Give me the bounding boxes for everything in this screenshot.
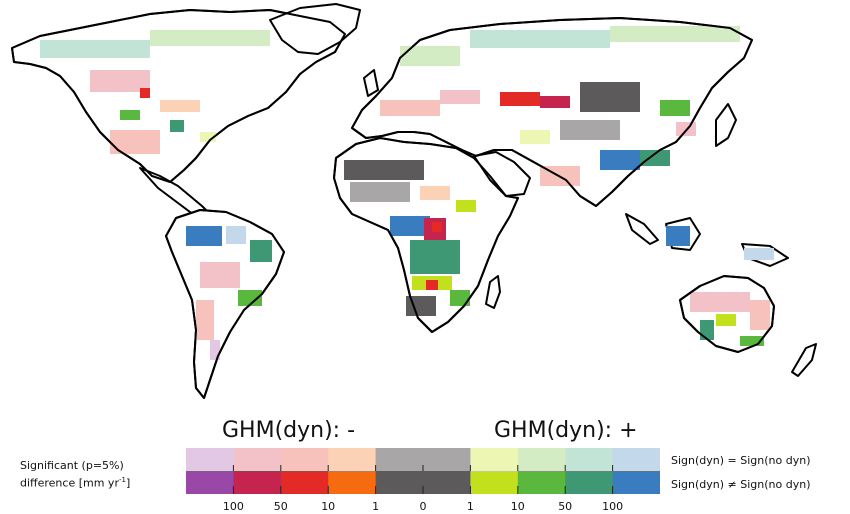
colorbar-tick-label: 1 [466, 500, 474, 513]
colorbar-tick-label: 100 [222, 500, 244, 513]
colorbar-cell-same-6 [470, 448, 519, 471]
colorbar-tick-label: 10 [510, 500, 525, 513]
colorbar-cell-diff-7 [517, 471, 566, 494]
colorbar-tick-labels: 100 50 10 1 0 1 10 50 100 [186, 500, 660, 514]
arabia-landmass [473, 151, 531, 197]
colorbar-cell-same-8 [565, 448, 614, 471]
legend-row-diff-sign: Sign(dyn) ≠ Sign(no dyn) [671, 478, 811, 491]
new-zealand-landmass [791, 343, 817, 377]
colorbar-legend [186, 448, 660, 494]
significance-label-line1: Significant (p=5%) [20, 459, 124, 472]
colorbar-cell-same-2 [280, 448, 329, 471]
world-map [11, 3, 817, 399]
colorbar-cell-diff-8 [565, 471, 614, 494]
colorbar-tick-label: 10 [321, 500, 336, 513]
madagascar-landmass [485, 275, 501, 309]
legend-title-positive: GHM(dyn): + [494, 418, 638, 443]
significance-label-prefix: difference [mm yr [20, 476, 119, 490]
significance-label: Significant (p=5%) difference [mm yr-1] [20, 459, 130, 491]
south-america-landmass [165, 209, 285, 399]
colorbar-tick-label: 100 [602, 500, 624, 513]
japan-landmass [715, 103, 737, 147]
colorbar-cell-diff-6 [470, 471, 519, 494]
colorbar-cell-diff-0 [186, 471, 234, 494]
colorbar-cell-same-1 [233, 448, 282, 471]
colorbar-cell-same-5 [423, 448, 471, 471]
colorbar-tick-label: 1 [372, 500, 380, 513]
colorbar-tick-label: 50 [273, 500, 288, 513]
colorbar-cell-same-9 [612, 448, 660, 471]
colorbar-cell-same-3 [328, 448, 377, 471]
uk-landmass [363, 69, 379, 97]
legend-title-negative: GHM(dyn): - [222, 418, 356, 443]
significance-pixels [40, 26, 774, 360]
colorbar-tick-label: 0 [419, 500, 427, 513]
colorbar-cell-diff-2 [280, 471, 329, 494]
colorbar-cell-same-0 [186, 448, 234, 471]
significance-label-line2: difference [mm yr-1] [20, 473, 130, 491]
colorbar-cell-diff-5 [423, 471, 471, 494]
colorbar-cell-diff-1 [233, 471, 282, 494]
coastlines [11, 9, 775, 399]
sumatra-landmass [625, 213, 659, 245]
colorbar-cell-diff-3 [328, 471, 377, 494]
colorbar-cell-same-7 [517, 448, 566, 471]
colorbar-tick-label: 50 [558, 500, 573, 513]
significance-label-exponent: -1 [118, 476, 126, 484]
colorbar-cell-diff-4 [375, 471, 424, 494]
significance-label-suffix: ] [125, 476, 131, 490]
colorbar-cell-same-4 [375, 448, 424, 471]
colorbar-cell-diff-9 [612, 471, 660, 494]
greenland-landmass [269, 3, 361, 55]
legend-row-same-sign: Sign(dyn) = Sign(no dyn) [671, 454, 811, 467]
